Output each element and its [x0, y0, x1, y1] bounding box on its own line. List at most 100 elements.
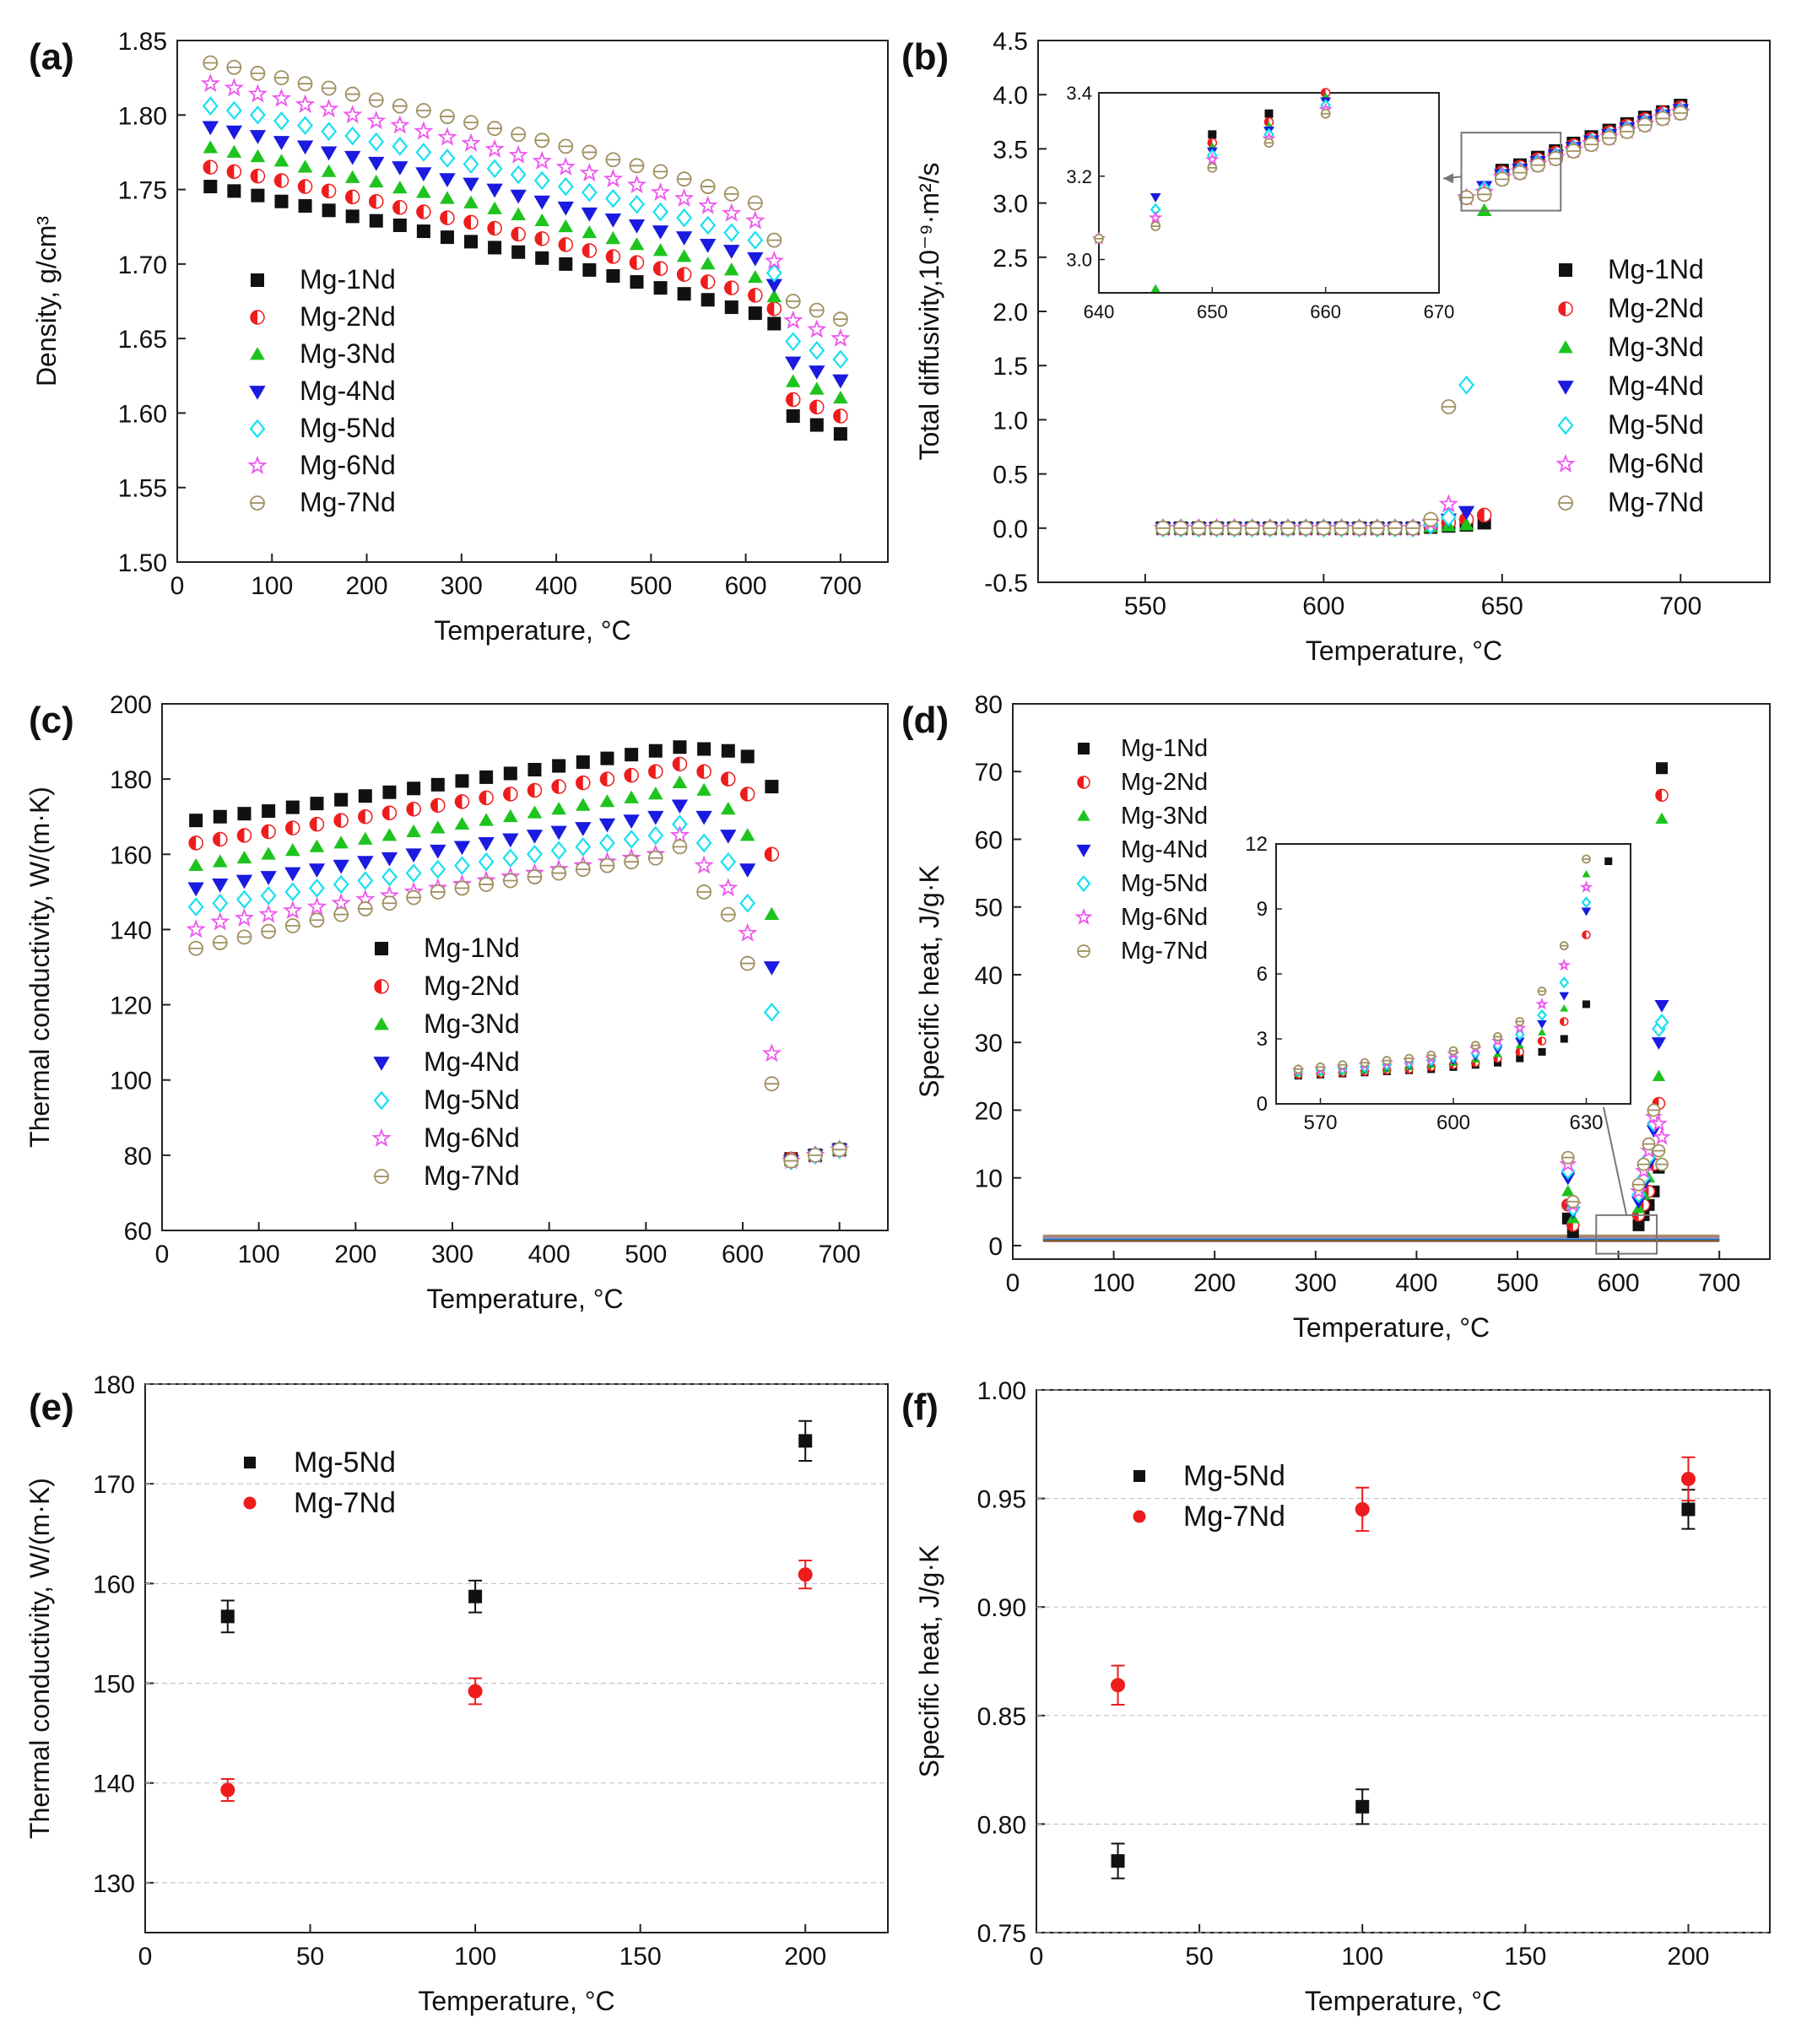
conductivity-point: [309, 816, 325, 832]
x-tick-label: 700: [1698, 1269, 1740, 1297]
density-point: [747, 251, 764, 267]
legend-label: Mg-1Nd: [1608, 254, 1704, 284]
inset-point: [1582, 869, 1591, 878]
conductivity-point-fill: [310, 817, 317, 831]
inset-point: [1537, 1036, 1547, 1046]
conductivity-point-fill: [407, 802, 414, 816]
x-tick-label: 650: [1481, 592, 1523, 620]
density-point: [487, 220, 502, 236]
conductivity-point: [357, 901, 373, 917]
conductivity-point: [623, 814, 640, 829]
legend-marker: [244, 1457, 256, 1468]
conductivity-point: [407, 781, 421, 796]
density-point: [440, 230, 454, 245]
density-point: [321, 80, 337, 96]
inset-x-tick-label: 660: [1310, 301, 1341, 322]
conductivity-point: [186, 919, 206, 938]
inset-point: [1150, 221, 1161, 231]
density-point: [833, 427, 847, 441]
legend-marker: [1133, 1510, 1146, 1523]
density-point: [295, 94, 316, 113]
inset-point: [1537, 1008, 1547, 1021]
density-point-fill: [833, 408, 841, 423]
conductivity-point: [695, 810, 712, 825]
diffusivity-point: [1494, 171, 1510, 187]
density-point: [582, 262, 597, 277]
conductivity-point: [261, 846, 276, 860]
y-tick-label: 1.60: [118, 400, 167, 428]
x-tick-label: 100: [251, 572, 293, 600]
density-point: [652, 164, 668, 180]
legend-marker: [1076, 874, 1091, 893]
conductivity-point: [672, 756, 688, 772]
diffusivity-point: [1298, 520, 1314, 536]
legend-label: Mg-1Nd: [424, 933, 520, 963]
y-tick-label: 1.00: [977, 1377, 1026, 1405]
density-point: [486, 183, 503, 198]
inset-x-tick-label: 640: [1084, 301, 1115, 322]
density-point: [786, 408, 800, 423]
legend-marker: [1078, 743, 1090, 754]
legend-marker: [1558, 340, 1573, 354]
legend-label: Mg-7Nd: [300, 487, 396, 517]
conductivity-point: [406, 824, 421, 837]
specific-heat-point: [1655, 788, 1669, 803]
density-point-fill: [748, 288, 755, 302]
density-point: [767, 316, 782, 331]
conductivity-point: [697, 742, 711, 756]
conductivity-point: [623, 830, 640, 849]
conductivity-point: [576, 755, 590, 770]
conductivity-point-fill: [430, 798, 438, 813]
conductivity-point: [262, 804, 276, 819]
density-point: [510, 165, 527, 185]
density-point: [532, 150, 552, 170]
conductivity-point: [430, 844, 446, 859]
x-tick-label: 500: [630, 572, 672, 600]
data-point: [1680, 1471, 1696, 1486]
density-point-fill: [724, 281, 732, 295]
legend-label: Mg-5Nd: [1121, 870, 1208, 897]
legend-label: Mg-4Nd: [300, 376, 396, 406]
conductivity-point: [309, 879, 325, 898]
conductivity-point: [503, 766, 517, 781]
y-tick-label: 1.70: [118, 251, 167, 279]
conductivity-point: [454, 794, 470, 809]
x-axis-title: Temperature, °C: [426, 1284, 623, 1314]
density-point: [250, 168, 266, 184]
conductivity-point: [740, 749, 755, 764]
x-tick-label: 100: [1093, 1269, 1135, 1297]
conductivity-point: [502, 833, 519, 848]
conductivity-point: [739, 893, 756, 913]
x-tick-label: 600: [1302, 592, 1344, 620]
inset-y-tick-label: 0: [1257, 1093, 1268, 1116]
density-point: [579, 162, 599, 182]
x-tick-label: 300: [431, 1241, 473, 1268]
density-point: [652, 225, 669, 240]
conductivity-point: [624, 767, 639, 783]
conductivity-point: [260, 885, 277, 906]
y-tick-label: 20: [975, 1097, 1003, 1125]
density-point: [321, 164, 337, 177]
inset-y-tick-label: 12: [1245, 833, 1268, 856]
density-point-fill: [653, 262, 661, 276]
conductivity-point-fill: [673, 757, 680, 771]
density-point: [368, 174, 384, 188]
density-point: [250, 65, 266, 81]
y-tick-label: 180: [110, 766, 152, 794]
diffusivity-point: [1369, 520, 1385, 536]
density-point: [297, 179, 313, 194]
diffusivity-point: [1333, 520, 1350, 536]
conductivity-point-fill: [237, 829, 245, 842]
density-point: [487, 121, 502, 137]
conductivity-point: [575, 837, 592, 857]
density-point: [783, 310, 803, 329]
density-point: [723, 186, 739, 202]
density-point: [273, 136, 290, 150]
conductivity-point: [625, 748, 639, 762]
density-point: [203, 140, 219, 154]
legend-marker: [249, 419, 266, 439]
specific-heat-point: [1647, 1103, 1661, 1117]
density-point: [676, 267, 692, 282]
density-point: [676, 171, 692, 187]
